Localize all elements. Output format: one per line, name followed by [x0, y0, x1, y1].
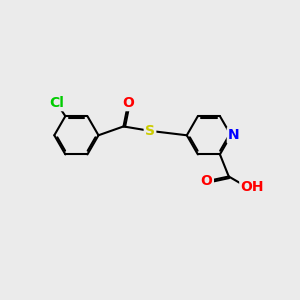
- Text: OH: OH: [241, 180, 264, 194]
- Text: Cl: Cl: [49, 96, 64, 110]
- Text: O: O: [122, 96, 134, 110]
- Text: N: N: [228, 128, 240, 142]
- Text: S: S: [145, 124, 155, 138]
- Text: O: O: [201, 174, 213, 188]
